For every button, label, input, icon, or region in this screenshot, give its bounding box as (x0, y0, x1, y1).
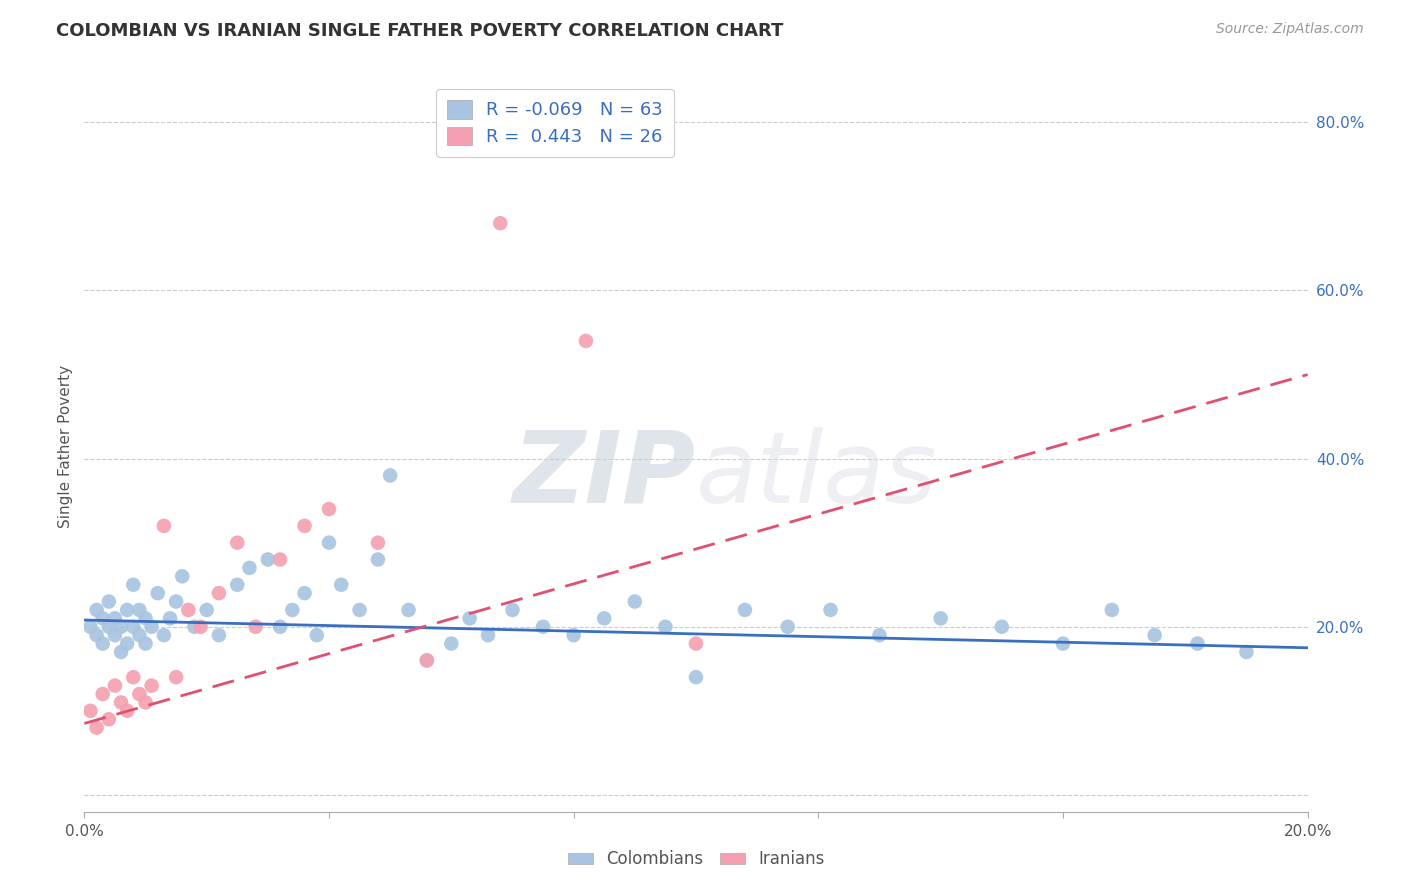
Point (128, 628, 150, 642)
Point (165, 670, 187, 684)
Point (367, 535, 389, 549)
Point (820, 603, 842, 617)
Point (159, 611, 181, 625)
Point (110, 645, 132, 659)
Point (1236, 645, 1258, 659)
Point (330, 578, 353, 592)
Text: Source: ZipAtlas.com: Source: ZipAtlas.com (1216, 22, 1364, 37)
Point (165, 594, 187, 608)
Point (869, 628, 891, 642)
Point (141, 620, 163, 634)
Point (110, 695, 132, 709)
Point (86, 628, 108, 642)
Point (416, 653, 439, 667)
Point (86, 603, 108, 617)
Point (502, 603, 524, 617)
Point (86, 721, 108, 735)
Point (97, 620, 120, 634)
Point (122, 670, 145, 684)
Point (79, 620, 101, 634)
Point (734, 603, 756, 617)
Point (128, 603, 150, 617)
Point (79, 704, 101, 718)
Point (238, 561, 260, 575)
Point (135, 636, 157, 650)
Point (1143, 628, 1166, 642)
Point (458, 611, 481, 625)
Y-axis label: Single Father Poverty: Single Father Poverty (58, 365, 73, 527)
Point (208, 586, 231, 600)
Legend: Colombians, Iranians: Colombians, Iranians (560, 842, 832, 877)
Text: COLOMBIAN VS IRANIAN SINGLE FATHER POVERTY CORRELATION CHART: COLOMBIAN VS IRANIAN SINGLE FATHER POVER… (56, 22, 783, 40)
Text: ZIP: ZIP (513, 426, 696, 524)
Point (1101, 603, 1123, 617)
Point (269, 552, 291, 566)
Point (208, 628, 231, 642)
Point (122, 620, 145, 634)
Point (318, 535, 340, 549)
Point (685, 670, 707, 684)
Point (91, 687, 114, 701)
Point (776, 620, 799, 634)
Point (135, 695, 157, 709)
Point (91, 636, 114, 650)
Point (115, 636, 138, 650)
Point (1052, 636, 1074, 650)
Point (281, 603, 304, 617)
Point (195, 603, 218, 617)
Point (226, 578, 249, 592)
Point (128, 687, 150, 701)
Point (104, 628, 127, 642)
Point (269, 620, 291, 634)
Point (183, 620, 205, 634)
Point (245, 620, 267, 634)
Point (135, 611, 157, 625)
Point (593, 611, 616, 625)
Point (115, 704, 138, 718)
Point (562, 628, 585, 642)
Point (654, 620, 676, 634)
Point (477, 628, 499, 642)
Point (575, 334, 598, 348)
Point (153, 628, 176, 642)
Point (398, 603, 420, 617)
Point (531, 620, 554, 634)
Point (97, 594, 120, 608)
Point (226, 535, 249, 549)
Point (122, 578, 145, 592)
Point (97, 712, 120, 726)
Point (318, 502, 340, 516)
Point (190, 620, 212, 634)
Point (91, 611, 114, 625)
Point (104, 679, 127, 693)
Point (624, 594, 647, 608)
Point (685, 636, 707, 650)
Point (349, 603, 371, 617)
Point (380, 468, 402, 483)
Point (110, 620, 132, 634)
Point (146, 586, 169, 600)
Point (991, 620, 1014, 634)
Point (440, 636, 463, 650)
Point (177, 603, 200, 617)
Point (141, 679, 163, 693)
Text: atlas: atlas (696, 426, 938, 524)
Point (929, 611, 952, 625)
Point (294, 586, 316, 600)
Point (172, 569, 194, 583)
Point (367, 552, 389, 566)
Point (1187, 636, 1209, 650)
Point (489, 216, 512, 230)
Point (294, 519, 316, 533)
Point (305, 628, 328, 642)
Point (416, 653, 439, 667)
Point (104, 611, 127, 625)
Point (257, 552, 280, 566)
Point (115, 603, 138, 617)
Point (153, 519, 176, 533)
